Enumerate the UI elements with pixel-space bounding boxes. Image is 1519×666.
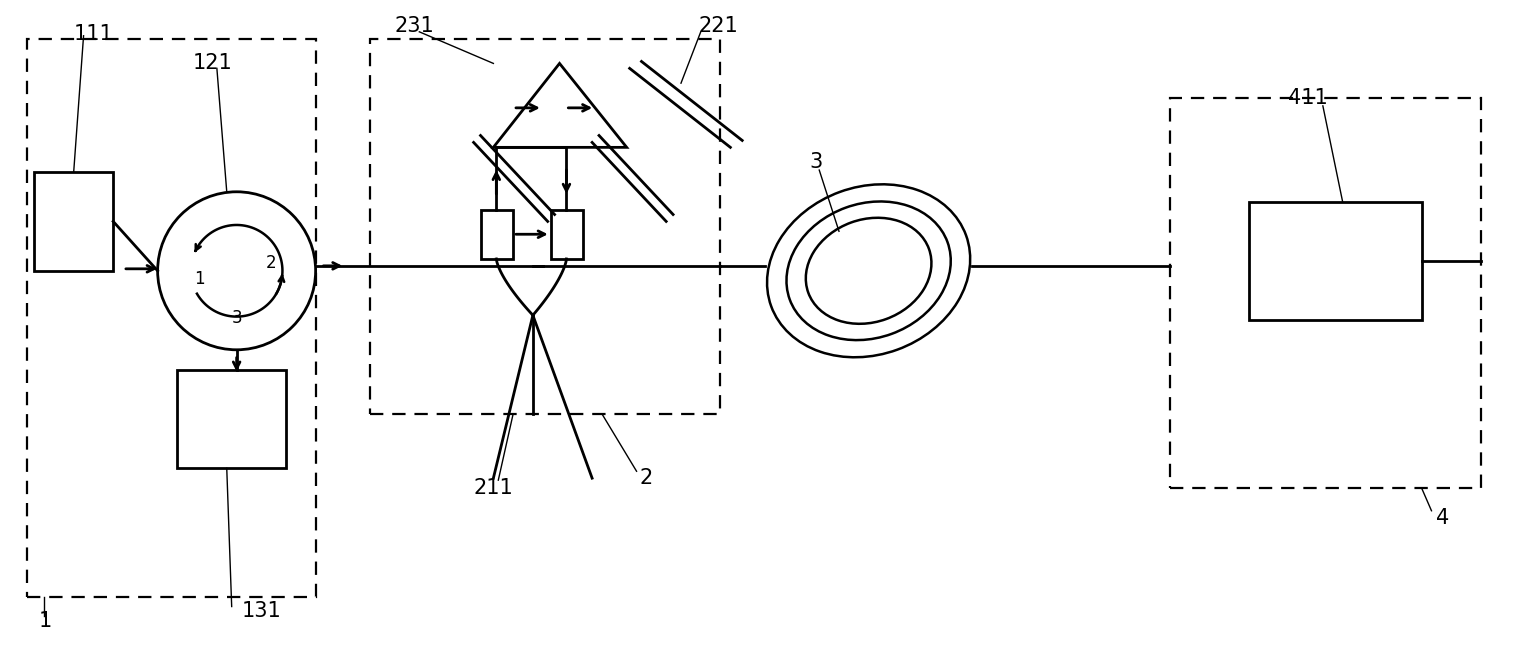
Bar — [1249, 202, 1422, 320]
Text: 2: 2 — [266, 254, 276, 272]
Text: 221: 221 — [699, 16, 738, 36]
Text: 211: 211 — [474, 478, 513, 498]
Text: 131: 131 — [242, 601, 281, 621]
Text: 231: 231 — [395, 16, 434, 36]
Bar — [178, 370, 286, 468]
Text: 3: 3 — [810, 152, 823, 172]
Text: 3: 3 — [231, 309, 242, 327]
Bar — [480, 210, 513, 259]
Text: 121: 121 — [193, 53, 232, 73]
Bar — [27, 39, 316, 597]
Text: 4: 4 — [1437, 507, 1449, 527]
Bar — [35, 172, 114, 271]
Bar — [371, 39, 720, 414]
Bar — [551, 210, 583, 259]
Bar — [1170, 98, 1481, 488]
Text: 1: 1 — [39, 611, 52, 631]
Text: 1: 1 — [194, 270, 205, 288]
Text: 2: 2 — [639, 468, 653, 488]
Text: 411: 411 — [1288, 88, 1328, 108]
Text: 111: 111 — [74, 24, 114, 44]
